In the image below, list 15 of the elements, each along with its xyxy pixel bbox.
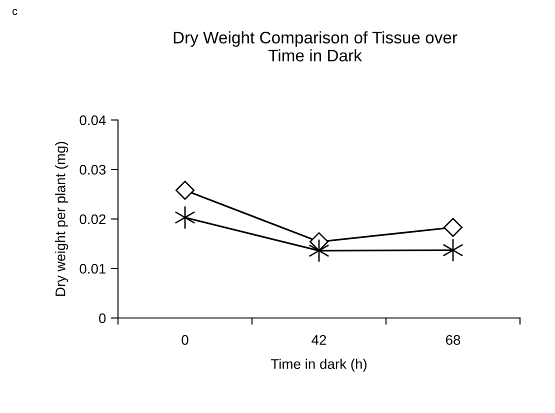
y-tick-label: 0.03	[80, 164, 106, 175]
y-tick-label: 0.04	[80, 115, 106, 126]
y-tick-label: 0	[99, 313, 106, 324]
point	[443, 218, 463, 237]
y-tick-label: 0.01	[80, 264, 106, 274]
chart-title: Dry Weight Comparison of Tissue over Time in Dark	[174, 31, 458, 62]
point	[309, 232, 329, 252]
y-tick-label: 0.02	[80, 214, 106, 224]
point	[175, 180, 195, 200]
text: c	[12, 8, 18, 15]
x-tick-label: 68	[446, 335, 460, 345]
y-axis-title: Dry weight per plant (mg)	[55, 142, 68, 296]
x-tick-label: 0	[182, 335, 188, 345]
x-axis-title: Time in dark (h)	[270, 358, 366, 372]
x-tick-label: 42	[312, 335, 326, 345]
